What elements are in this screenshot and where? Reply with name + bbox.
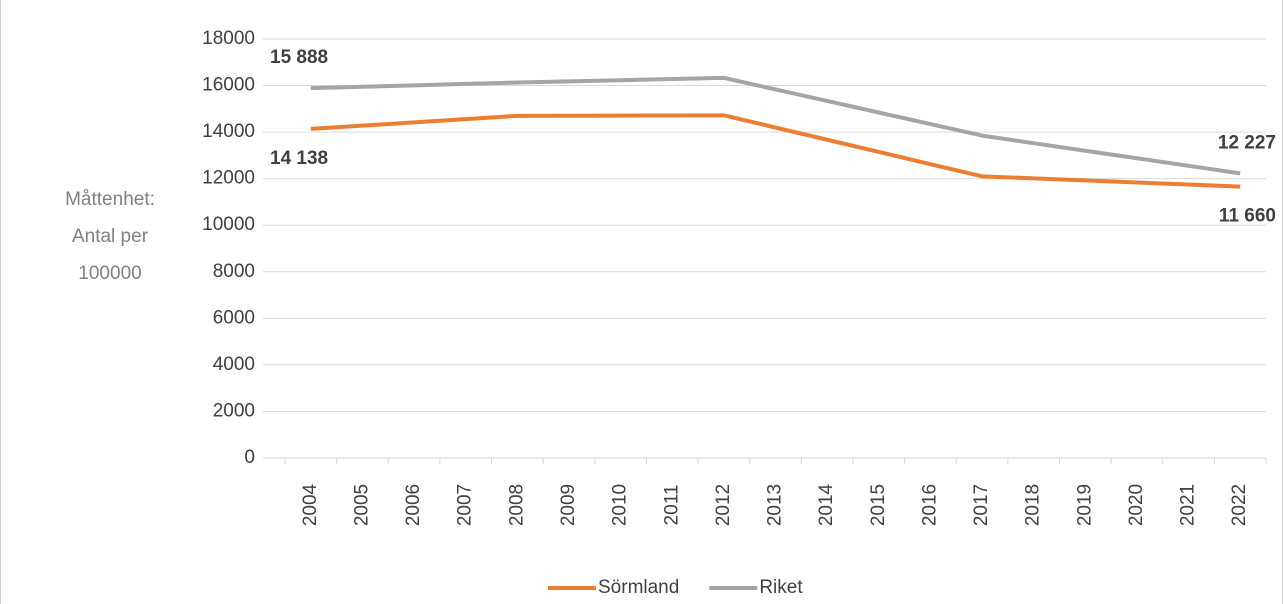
y-tick-label: 12000 bbox=[202, 168, 255, 189]
x-tick-label: 2012 bbox=[713, 484, 734, 526]
x-tick-label: 2022 bbox=[1229, 484, 1250, 526]
y-tick-label: 4000 bbox=[213, 354, 255, 375]
x-tick-label: 2007 bbox=[455, 484, 476, 526]
y-axis-label: Antal per bbox=[72, 226, 149, 247]
data-label: 12 227 bbox=[1218, 132, 1276, 153]
data-label: 11 660 bbox=[1219, 206, 1276, 227]
y-tick-label: 8000 bbox=[213, 261, 255, 282]
y-tick-label: 0 bbox=[244, 447, 255, 468]
data-line bbox=[310, 113, 1241, 189]
x-tick-label: 2010 bbox=[610, 484, 631, 526]
y-tick-label: 16000 bbox=[202, 75, 255, 96]
x-tick-label: 2005 bbox=[351, 484, 372, 526]
y-axis-label: 100000 bbox=[78, 263, 141, 284]
x-tick-label: 2020 bbox=[1126, 484, 1147, 526]
x-tick-label: 2016 bbox=[919, 484, 940, 526]
y-tick-label: 6000 bbox=[213, 307, 255, 328]
y-tick-label: 2000 bbox=[213, 400, 255, 421]
y-tick-label: 14000 bbox=[202, 121, 255, 142]
y-axis-label: Måttenhet: bbox=[65, 189, 155, 210]
x-tick-label: 2013 bbox=[765, 484, 786, 526]
x-tick-label: 2017 bbox=[971, 484, 992, 526]
data-label: 14 138 bbox=[270, 148, 328, 169]
data-label: 15 888 bbox=[270, 47, 328, 68]
x-tick-label: 2009 bbox=[558, 484, 579, 526]
x-tick-label: 2014 bbox=[816, 483, 837, 526]
x-tick-label: 2011 bbox=[661, 485, 682, 526]
data-line bbox=[310, 75, 1241, 176]
x-tick-label: 2006 bbox=[403, 484, 424, 526]
y-tick-label: 10000 bbox=[202, 214, 255, 235]
x-tick-label: 2004 bbox=[300, 483, 321, 526]
x-tick-label: 2021 bbox=[1178, 484, 1199, 526]
legend-label: Riket bbox=[759, 577, 803, 598]
x-tick-label: 2008 bbox=[506, 484, 527, 526]
x-tick-label: 2019 bbox=[1074, 484, 1095, 526]
x-tick-label: 2018 bbox=[1023, 484, 1044, 526]
x-tick-label: 2015 bbox=[868, 484, 889, 526]
y-tick-label: 18000 bbox=[202, 28, 255, 49]
legend-label: Sörmland bbox=[598, 577, 679, 598]
